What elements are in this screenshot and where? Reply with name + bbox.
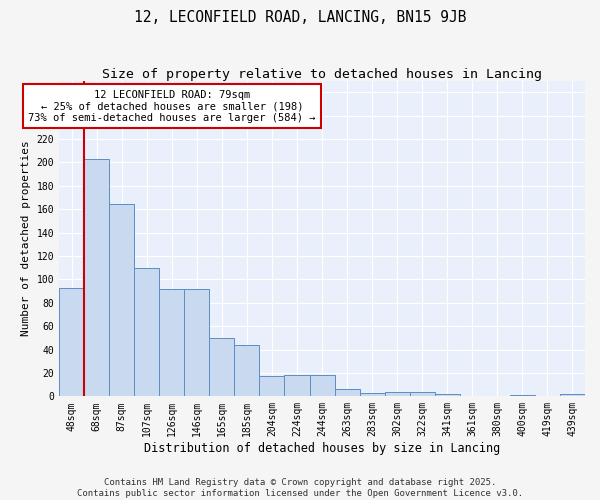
Y-axis label: Number of detached properties: Number of detached properties: [21, 140, 31, 336]
Bar: [235, 345, 259, 397]
Bar: [385, 392, 410, 396]
Bar: [84, 159, 109, 396]
Text: 12 LECONFIELD ROAD: 79sqm
← 25% of detached houses are smaller (198)
73% of semi: 12 LECONFIELD ROAD: 79sqm ← 25% of detac…: [28, 90, 316, 123]
Text: 12, LECONFIELD ROAD, LANCING, BN15 9JB: 12, LECONFIELD ROAD, LANCING, BN15 9JB: [134, 10, 466, 25]
Bar: [184, 288, 209, 397]
Bar: [410, 392, 435, 396]
Title: Size of property relative to detached houses in Lancing: Size of property relative to detached ho…: [102, 68, 542, 80]
Bar: [109, 204, 134, 396]
Bar: [359, 393, 385, 396]
Bar: [510, 395, 535, 396]
Bar: [284, 376, 310, 396]
Bar: [560, 394, 585, 396]
Bar: [134, 268, 159, 396]
X-axis label: Distribution of detached houses by size in Lancing: Distribution of detached houses by size …: [144, 442, 500, 455]
Bar: [159, 288, 184, 397]
Bar: [209, 338, 235, 396]
Bar: [59, 288, 84, 397]
Text: Contains HM Land Registry data © Crown copyright and database right 2025.
Contai: Contains HM Land Registry data © Crown c…: [77, 478, 523, 498]
Bar: [310, 376, 335, 396]
Bar: [335, 390, 359, 396]
Bar: [435, 394, 460, 396]
Bar: [259, 376, 284, 396]
